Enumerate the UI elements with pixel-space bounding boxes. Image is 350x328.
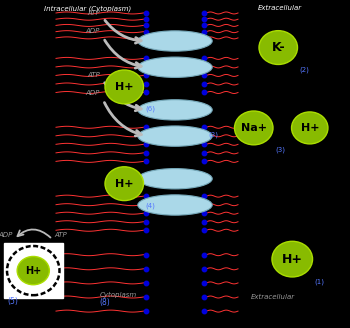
Text: H+: H+ bbox=[282, 253, 303, 266]
Ellipse shape bbox=[17, 256, 49, 285]
Ellipse shape bbox=[259, 31, 298, 65]
Ellipse shape bbox=[138, 169, 212, 189]
Text: Na+: Na+ bbox=[241, 123, 267, 133]
Text: (6): (6) bbox=[145, 106, 155, 112]
Text: H+: H+ bbox=[301, 123, 319, 133]
Text: ATP: ATP bbox=[87, 72, 100, 78]
Text: (4): (4) bbox=[145, 202, 155, 209]
Text: (3): (3) bbox=[275, 147, 285, 153]
Text: H+: H+ bbox=[115, 82, 133, 92]
Ellipse shape bbox=[138, 100, 212, 120]
Text: ADP: ADP bbox=[85, 91, 100, 96]
Text: Intracellular (Cytoplasm): Intracellular (Cytoplasm) bbox=[44, 5, 131, 11]
Ellipse shape bbox=[138, 31, 212, 51]
Ellipse shape bbox=[138, 126, 212, 146]
Text: (3): (3) bbox=[208, 131, 218, 138]
Ellipse shape bbox=[105, 167, 144, 201]
Text: (8): (8) bbox=[100, 298, 111, 307]
Text: ADP: ADP bbox=[85, 28, 100, 34]
FancyBboxPatch shape bbox=[4, 243, 63, 298]
Text: Uncouplers: Uncouplers bbox=[14, 278, 54, 284]
Text: H+: H+ bbox=[25, 266, 41, 276]
Text: (7): (7) bbox=[14, 285, 25, 294]
Ellipse shape bbox=[292, 112, 328, 144]
Text: (2): (2) bbox=[300, 66, 309, 73]
Ellipse shape bbox=[272, 241, 313, 277]
Text: ATP: ATP bbox=[54, 232, 67, 238]
Ellipse shape bbox=[105, 70, 144, 104]
Ellipse shape bbox=[138, 57, 212, 77]
Text: H+: H+ bbox=[115, 179, 133, 189]
Text: Cytoplasm: Cytoplasm bbox=[100, 292, 137, 298]
Text: Extracellular: Extracellular bbox=[258, 5, 302, 11]
Text: K-: K- bbox=[272, 41, 285, 54]
Text: (5): (5) bbox=[7, 297, 18, 306]
Text: (1): (1) bbox=[315, 279, 324, 285]
Text: Extracellular: Extracellular bbox=[251, 294, 295, 300]
Text: ATP: ATP bbox=[87, 10, 100, 16]
Ellipse shape bbox=[138, 195, 212, 215]
Text: ADP: ADP bbox=[0, 232, 12, 238]
Ellipse shape bbox=[234, 111, 273, 145]
